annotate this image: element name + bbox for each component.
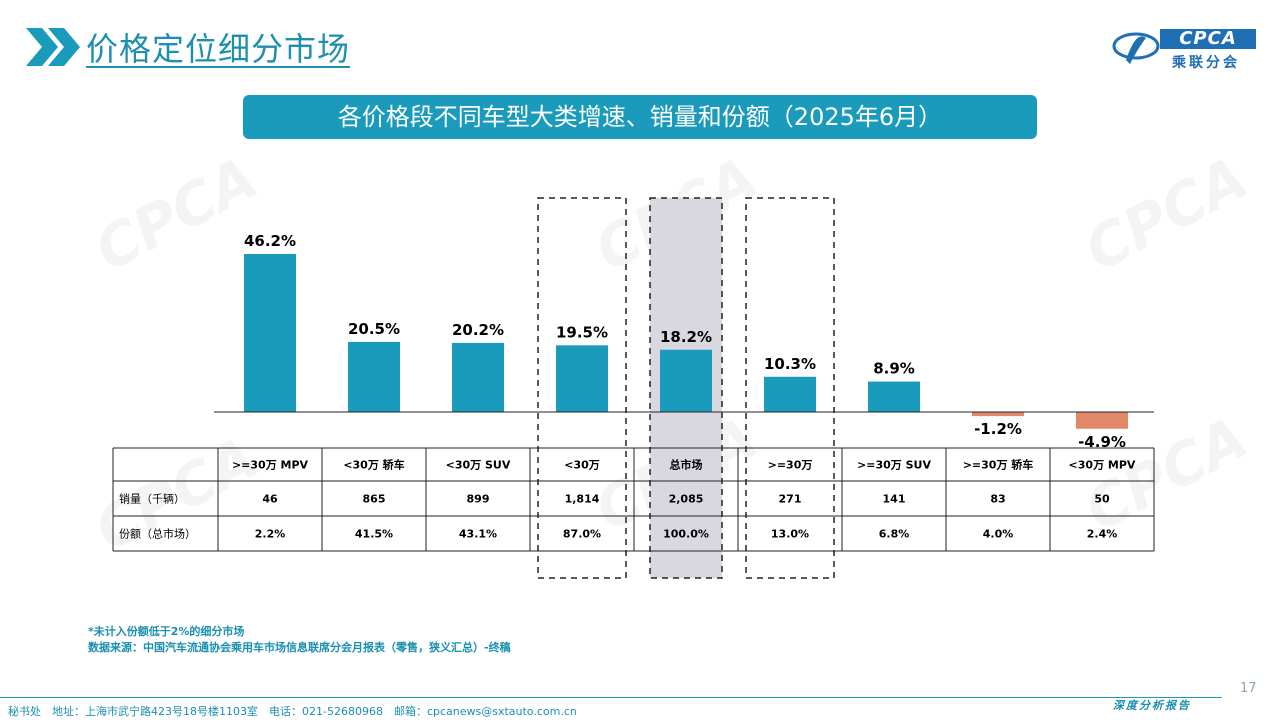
- bar-value-label: 10.3%: [764, 355, 816, 373]
- bar: [764, 376, 816, 412]
- bar: [972, 412, 1024, 417]
- table-header-cell: >=30万 轿车: [963, 458, 1034, 472]
- bar: [556, 345, 608, 412]
- table-cell: 1,814: [565, 493, 600, 506]
- bar: [348, 341, 400, 412]
- table-header-cell: >=30万 SUV: [857, 459, 931, 472]
- cpca-logo-icon: [1112, 32, 1160, 64]
- bar: [1076, 412, 1128, 429]
- table-cell: 100.0%: [663, 528, 709, 541]
- bar-value-label: 19.5%: [556, 323, 608, 341]
- table-row-label: 销量（千辆）: [119, 492, 185, 506]
- bar-value-label: -1.2%: [974, 420, 1022, 438]
- footnote-source: 数据来源：中国汽车流通协会乘用车市场信息联席分会月报表（零售，狭义汇总）-终稿: [88, 641, 511, 654]
- table-header-cell: >=30万: [768, 459, 813, 472]
- bar: [452, 342, 504, 412]
- table-cell: 50: [1094, 493, 1110, 506]
- page-title: 价格定位细分市场: [86, 30, 351, 68]
- logo-subtitle: 乘联分会: [1172, 55, 1240, 71]
- table-cell: 141: [883, 493, 906, 506]
- table-cell: 2,085: [669, 493, 704, 506]
- table-row-label: 份额（总市场）: [119, 527, 196, 541]
- table-header-cell: >=30万 MPV: [232, 459, 309, 472]
- page-number: 17: [1240, 681, 1257, 696]
- bar-value-label: 8.9%: [873, 360, 915, 378]
- footer-divider: [0, 697, 1222, 698]
- bar-value-label: 20.5%: [348, 320, 400, 338]
- table-header-cell: 总市场: [670, 458, 703, 472]
- table-cell: 83: [990, 493, 1005, 506]
- bar-value-label: 46.2%: [244, 232, 296, 250]
- table-cell: 6.8%: [879, 528, 910, 541]
- table-header-cell: <30万 轿车: [343, 458, 404, 472]
- chart-title-banner: 各价格段不同车型大类增速、销量和份额（2025年6月）: [243, 95, 1037, 139]
- table-header-cell: <30万: [564, 459, 600, 472]
- bar-value-label: 20.2%: [452, 321, 504, 339]
- double-chevron-icon: [26, 28, 80, 66]
- table-cell: 4.0%: [983, 528, 1014, 541]
- table-cell: 2.2%: [255, 528, 286, 541]
- table-cell: 899: [467, 493, 490, 506]
- dashed-highlight-box: [537, 197, 627, 579]
- bar-value-label: -4.9%: [1078, 433, 1126, 451]
- footnote: *未计入份额低于2%的细分市场 数据来源：中国汽车流通协会乘用车市场信息联席分会…: [88, 624, 511, 656]
- footer-address: 秘书处 地址：上海市武宁路423号18号楼1103室 电话：021-526809…: [8, 705, 577, 718]
- bar: [244, 253, 296, 412]
- table-header-cell: <30万 SUV: [446, 459, 511, 472]
- table-cell: 271: [779, 493, 802, 506]
- table-cell: 46: [262, 493, 278, 506]
- table-cell: 13.0%: [771, 528, 809, 541]
- table-header-cell: <30万 MPV: [1069, 459, 1136, 472]
- footnote-note: *未计入份额低于2%的细分市场: [88, 625, 245, 638]
- table-cell: 41.5%: [355, 528, 393, 541]
- table-cell: 43.1%: [459, 528, 497, 541]
- bar: [868, 381, 920, 412]
- bar: [660, 349, 712, 412]
- table-cell: 2.4%: [1087, 528, 1118, 541]
- bar-value-label: 18.2%: [660, 328, 712, 346]
- logo-text: CPCA: [1160, 29, 1256, 49]
- footer-tag: 深度分析报告: [1113, 699, 1191, 712]
- table-cell: 87.0%: [563, 528, 601, 541]
- table-cell: 865: [363, 493, 386, 506]
- dashed-highlight-box: [745, 197, 835, 579]
